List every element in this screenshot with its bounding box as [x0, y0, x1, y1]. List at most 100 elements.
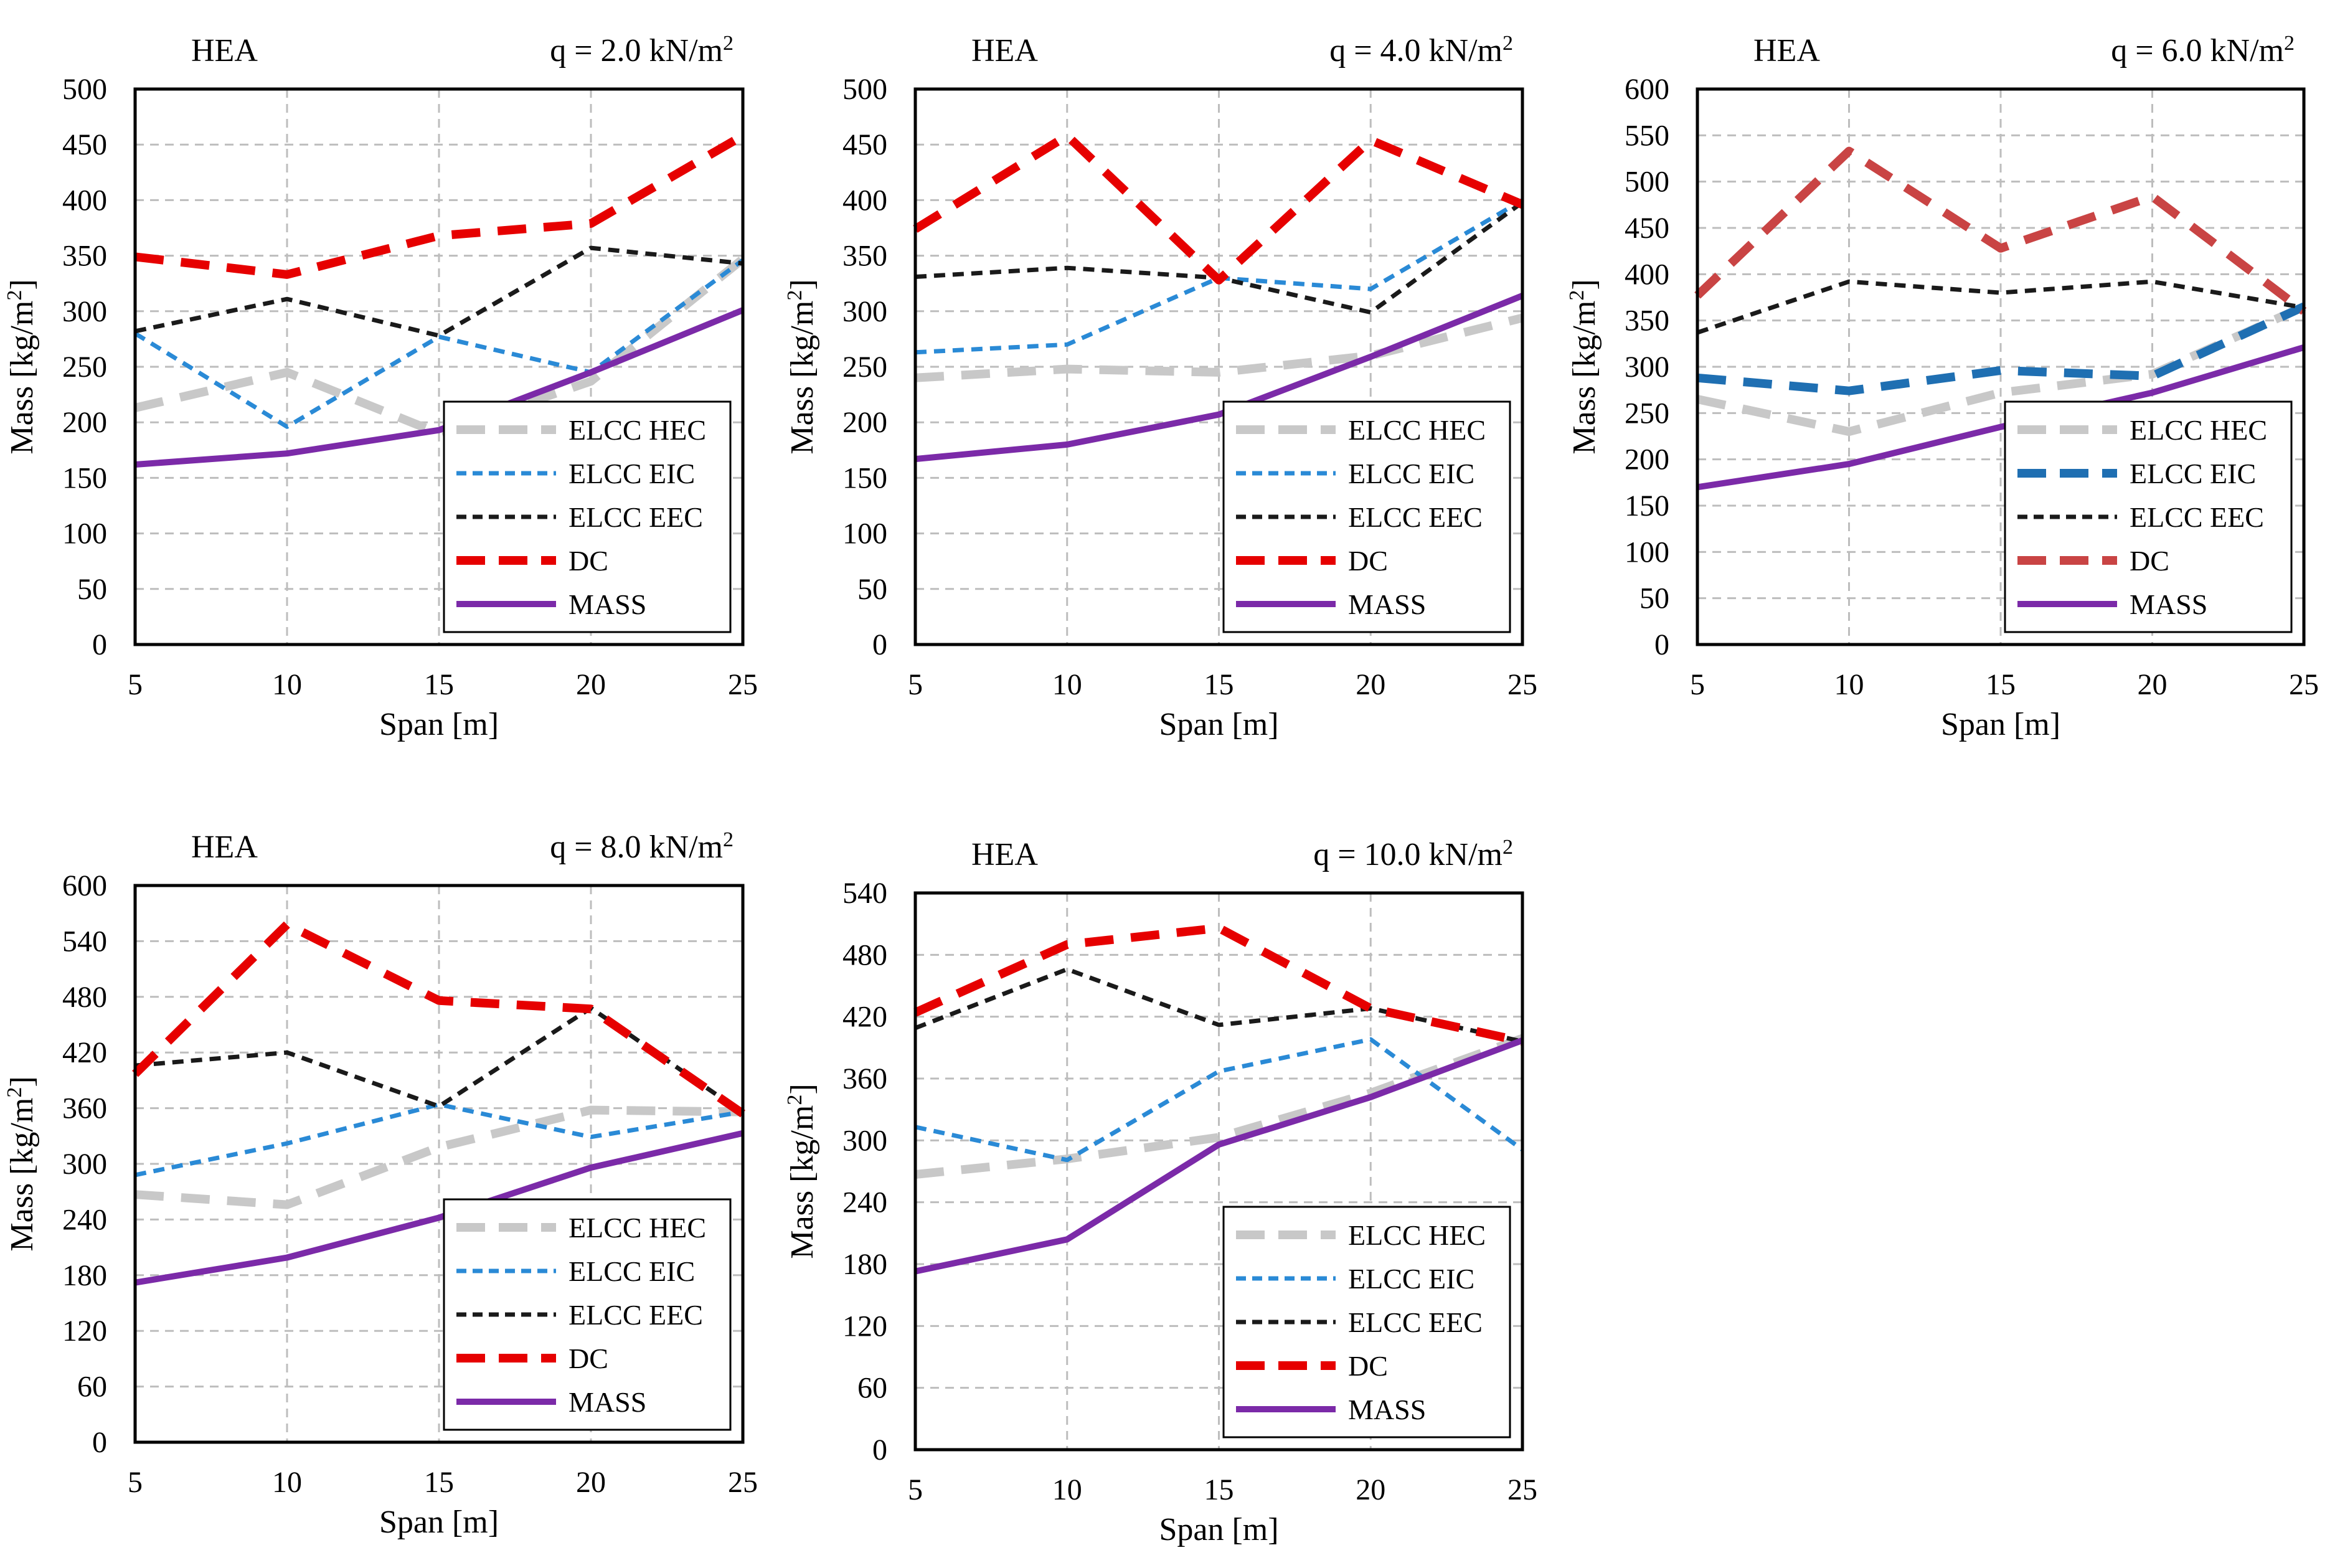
- legend: ELCC HEC ELCC EIC ELCC EEC DC MASS: [443, 400, 732, 633]
- y-axis-label: Mass [kg/m2]: [783, 1084, 821, 1259]
- x-tick-label: 20: [576, 1466, 606, 1499]
- legend-label: ELCC HEC: [1348, 1219, 1486, 1251]
- y-tick-label: 60: [857, 1372, 887, 1405]
- load-label-text: q = 10.0 kN/m: [1313, 837, 1503, 872]
- x-axis-label: Span [m]: [1159, 1512, 1278, 1547]
- x-tick-label: 25: [728, 1466, 758, 1499]
- load-label-text: q = 6.0 kN/m: [2111, 33, 2284, 68]
- legend-label: ELCC EIC: [2130, 458, 2256, 489]
- y-axis-label: Mass [kg/m2]: [3, 1076, 40, 1251]
- x-tick-label: 15: [1204, 1473, 1234, 1506]
- y-axis-label-suffix: ]: [785, 279, 820, 290]
- y-tick-label: 120: [842, 1310, 887, 1343]
- x-tick-label: 5: [1690, 668, 1705, 701]
- load-label-exponent: 2: [1503, 32, 1513, 55]
- y-axis-label: Mass [kg/m2]: [3, 279, 40, 454]
- series-line-hec: [915, 313, 1524, 382]
- legend: ELCC HEC ELCC EIC ELCC EEC DC MASS: [1222, 400, 1511, 633]
- y-tick-label: 150: [1625, 489, 1669, 522]
- y-axis-label-text: Mass [kg/m: [1567, 301, 1602, 455]
- series-line-dc: [1694, 146, 2307, 315]
- y-axis-label-suffix: ]: [4, 1076, 40, 1087]
- legend-label: ELCC EIC: [1348, 458, 1474, 489]
- y-tick-label: 360: [842, 1062, 887, 1095]
- series-line-hec: [134, 255, 746, 438]
- x-tick-label: 25: [728, 668, 758, 701]
- load-label-exponent: 2: [1503, 836, 1513, 859]
- x-tick-label: 20: [1356, 668, 1385, 701]
- legend-label: ELCC HEC: [2130, 414, 2267, 446]
- legend-label: ELCC EIC: [568, 458, 695, 489]
- chart-panel-1: 0 50 100 150 200 250 300 350 400 450 500 5 10 15 20 25 S…: [3, 32, 758, 743]
- y-tick-label: 300: [62, 295, 107, 328]
- y-tick-label: 180: [842, 1248, 887, 1281]
- y-tick-label: 480: [62, 981, 107, 1014]
- y-axis-label-exponent: 2: [1565, 290, 1588, 301]
- y-tick-label: 450: [842, 128, 887, 161]
- legend-label: DC: [2130, 545, 2169, 577]
- legend-label: ELCC HEC: [568, 1212, 706, 1244]
- y-tick-label: 240: [842, 1186, 887, 1219]
- y-tick-label: 0: [1654, 628, 1669, 661]
- y-axis-label-text: Mass [kg/m: [785, 1105, 820, 1259]
- plot-frame: [913, 87, 1524, 646]
- y-axis-label-suffix: ]: [1567, 279, 1602, 290]
- y-tick-label: 600: [62, 869, 107, 902]
- x-tick-label: 5: [908, 1473, 923, 1506]
- x-tick-label: 25: [1507, 668, 1537, 701]
- series-line-mass: [914, 1037, 1524, 1275]
- legend-label: ELCC EEC: [568, 1299, 703, 1331]
- y-tick-label: 180: [62, 1259, 107, 1292]
- legend-label: MASS: [1348, 1394, 1426, 1425]
- x-axis-label: Span [m]: [1159, 707, 1278, 742]
- chart-panel-3: 0 50 100 150 200 250 300 350 400 450 500 550 600 5 10 1…: [1565, 32, 2319, 743]
- y-tick-label: 400: [62, 184, 107, 217]
- series-line-dc: [134, 131, 745, 279]
- y-axis-label-exponent: 2: [3, 1087, 26, 1098]
- y-tick-label: 150: [842, 461, 887, 494]
- plot-frame: [133, 87, 745, 646]
- series-line-dc: [913, 131, 1524, 285]
- x-tick-label: 5: [908, 668, 923, 701]
- y-tick-label: 450: [62, 128, 107, 161]
- legend-label: MASS: [568, 1386, 646, 1418]
- series-line-eic: [1697, 303, 2306, 395]
- x-tick-label: 25: [2289, 668, 2319, 701]
- y-tick-label: 300: [842, 1124, 887, 1157]
- x-axis-label: Span [m]: [1941, 707, 2060, 742]
- y-tick-label: 300: [842, 295, 887, 328]
- series-line-eec: [914, 967, 1523, 1044]
- load-label-exponent: 2: [723, 32, 734, 55]
- plot-frame: [133, 884, 745, 1444]
- y-tick-label: 300: [1625, 351, 1669, 384]
- legend-label: ELCC EEC: [568, 501, 703, 533]
- y-tick-label: 400: [842, 184, 887, 217]
- series-line-mass: [134, 307, 744, 468]
- x-tick-label: 10: [272, 1466, 302, 1499]
- series-line-mass: [1697, 344, 2305, 491]
- y-tick-label: 240: [62, 1203, 107, 1236]
- y-tick-label: 50: [1639, 582, 1669, 615]
- series-line-eec: [134, 1006, 744, 1115]
- chart-panel-5: 0 60 120 180 240 300 360 420 480 540 5 10 15 20 25 Span…: [783, 836, 1538, 1548]
- y-tick-label: 540: [842, 877, 887, 910]
- legend-label: ELCC EIC: [568, 1255, 695, 1287]
- y-tick-label: 200: [62, 406, 107, 439]
- legend-label: MASS: [1348, 588, 1426, 620]
- series-line-dc: [913, 923, 1524, 1046]
- x-tick-label: 10: [1052, 1473, 1082, 1506]
- legend-label: DC: [1348, 1350, 1388, 1382]
- y-tick-label: 500: [62, 73, 107, 106]
- series-line-mass: [134, 1130, 744, 1286]
- y-tick-label: 300: [62, 1148, 107, 1181]
- y-axis-label-text: Mass [kg/m: [4, 301, 40, 455]
- panel-section-title: HEA: [971, 837, 1038, 872]
- legend-label: DC: [568, 545, 608, 577]
- series-line-eic: [134, 1102, 743, 1178]
- series-line-eec: [134, 245, 743, 338]
- x-tick-label: 20: [2138, 668, 2168, 701]
- load-label-exponent: 2: [723, 828, 734, 851]
- y-tick-label: 360: [62, 1092, 107, 1125]
- series-line-dc: [132, 920, 745, 1118]
